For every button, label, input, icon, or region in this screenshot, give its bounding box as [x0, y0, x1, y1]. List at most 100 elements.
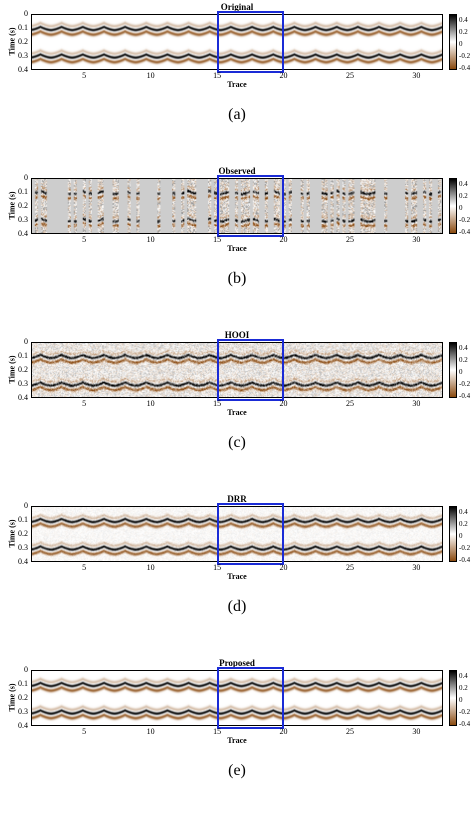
colorbar-tick-label: 0.4 [459, 180, 468, 188]
y-tick-label: 0.2 [18, 529, 28, 538]
y-tick-label: 0 [24, 501, 28, 510]
x-tick-label: 15 [213, 235, 222, 244]
y-tick-label: 0.2 [18, 693, 28, 702]
colorbar-tick-label: -0.2 [459, 216, 471, 224]
panel-title: Observed [218, 166, 256, 176]
highlight-box [217, 175, 284, 237]
x-tick-label: 30 [412, 235, 421, 244]
colorbar [449, 342, 457, 398]
colorbar [449, 178, 457, 234]
x-tick-label: 25 [345, 727, 354, 736]
x-tick-label: 25 [345, 399, 354, 408]
seismic-plot [31, 342, 443, 398]
highlight-box [217, 503, 284, 565]
x-tick-label: 20 [279, 235, 288, 244]
y-axis-label: Time (s) [7, 191, 17, 220]
x-tick-label: 25 [345, 563, 354, 572]
y-tick-label: 0.4 [18, 557, 28, 566]
x-tick-label: 10 [146, 399, 155, 408]
seismic-plot [31, 670, 443, 726]
x-tick-label: 15 [213, 399, 222, 408]
y-tick-label: 0.1 [18, 679, 28, 688]
x-tick-label: 30 [412, 563, 421, 572]
x-tick-label: 5 [82, 235, 87, 244]
x-tick-label: 5 [82, 399, 87, 408]
colorbar-tick-label: -0.2 [459, 708, 471, 716]
panel-title: Original [220, 2, 254, 12]
highlight-box [217, 667, 284, 729]
panel-caption: (c) [228, 434, 246, 451]
x-tick-label: 10 [146, 727, 155, 736]
y-tick-label: 0.4 [18, 393, 28, 402]
x-axis-label: Trace [227, 80, 247, 89]
x-tick-label: 30 [412, 71, 421, 80]
colorbar-tick-label: 0 [459, 204, 463, 212]
colorbar-tick-label: -0.4 [459, 64, 471, 72]
y-tick-label: 0.3 [18, 707, 28, 716]
colorbar-tick-label: 0.2 [459, 520, 468, 528]
figure-panel: Observed 0 0.1 0.2 0.3 0.4 Time (s) 5 10 15 20 25 30… [0, 166, 474, 330]
colorbar-tick-label: -0.2 [459, 380, 471, 388]
y-axis-label: Time (s) [7, 355, 17, 384]
y-tick-label: 0.4 [18, 65, 28, 74]
colorbar-tick-label: 0 [459, 40, 463, 48]
x-tick-label: 20 [279, 399, 288, 408]
seismic-image [32, 343, 442, 397]
seismic-plot [31, 178, 443, 234]
x-tick-label: 20 [279, 563, 288, 572]
x-tick-label: 20 [279, 71, 288, 80]
x-tick-label: 10 [146, 563, 155, 572]
colorbar [449, 14, 457, 70]
panel-caption: (e) [228, 762, 246, 779]
x-axis-label: Trace [227, 572, 247, 581]
panel-caption: (d) [227, 598, 247, 615]
seismic-plot [31, 506, 443, 562]
panel-caption: (b) [227, 270, 247, 287]
x-tick-label: 30 [412, 399, 421, 408]
x-tick-label: 15 [213, 71, 222, 80]
seismic-image [32, 15, 442, 69]
colorbar-tick-label: -0.4 [459, 720, 471, 728]
y-axis-label: Time (s) [7, 27, 17, 56]
colorbar-tick-label: 0 [459, 696, 463, 704]
colorbar [449, 670, 457, 726]
y-tick-label: 0 [24, 173, 28, 182]
x-tick-label: 10 [146, 71, 155, 80]
y-tick-label: 0.1 [18, 515, 28, 524]
colorbar-tick-label: 0.4 [459, 16, 468, 24]
x-tick-label: 15 [213, 727, 222, 736]
figure-panel: Original 0 0.1 0.2 0.3 0.4 Time (s) 5 10 15 20 25 30… [0, 2, 474, 166]
colorbar-tick-label: -0.2 [459, 544, 471, 552]
y-tick-label: 0.2 [18, 365, 28, 374]
panel-title: Proposed [219, 658, 255, 668]
panel-title: HOOI [224, 330, 250, 340]
colorbar-tick-label: 0.2 [459, 356, 468, 364]
y-tick-label: 0 [24, 665, 28, 674]
y-tick-label: 0.1 [18, 187, 28, 196]
colorbar-tick-label: -0.4 [459, 392, 471, 400]
x-tick-label: 10 [146, 235, 155, 244]
figure-panel: Proposed 0 0.1 0.2 0.3 0.4 Time (s) 5 10 15 20 25 30… [0, 658, 474, 822]
y-tick-label: 0 [24, 9, 28, 18]
colorbar-tick-label: 0 [459, 368, 463, 376]
seismic-image [32, 507, 442, 561]
y-axis-label: Time (s) [7, 683, 17, 712]
figure-panel: DRR 0 0.1 0.2 0.3 0.4 Time (s) 5 10 15 20 25 30 Trace… [0, 494, 474, 658]
y-tick-label: 0.3 [18, 215, 28, 224]
x-axis-label: Trace [227, 736, 247, 745]
highlight-box [217, 339, 284, 401]
x-tick-label: 20 [279, 727, 288, 736]
y-tick-label: 0.4 [18, 721, 28, 730]
seismic-image [32, 179, 442, 233]
y-axis-label: Time (s) [7, 519, 17, 548]
figure-panel: HOOI 0 0.1 0.2 0.3 0.4 Time (s) 5 10 15 20 25 30 Trac… [0, 330, 474, 494]
colorbar [449, 506, 457, 562]
colorbar-tick-label: 0.2 [459, 192, 468, 200]
colorbar-tick-label: -0.4 [459, 556, 471, 564]
y-tick-label: 0.3 [18, 51, 28, 60]
colorbar-tick-label: 0.2 [459, 684, 468, 692]
colorbar-tick-label: 0.2 [459, 28, 468, 36]
y-tick-label: 0.2 [18, 37, 28, 46]
x-axis-label: Trace [227, 244, 247, 253]
colorbar-tick-label: -0.4 [459, 228, 471, 236]
